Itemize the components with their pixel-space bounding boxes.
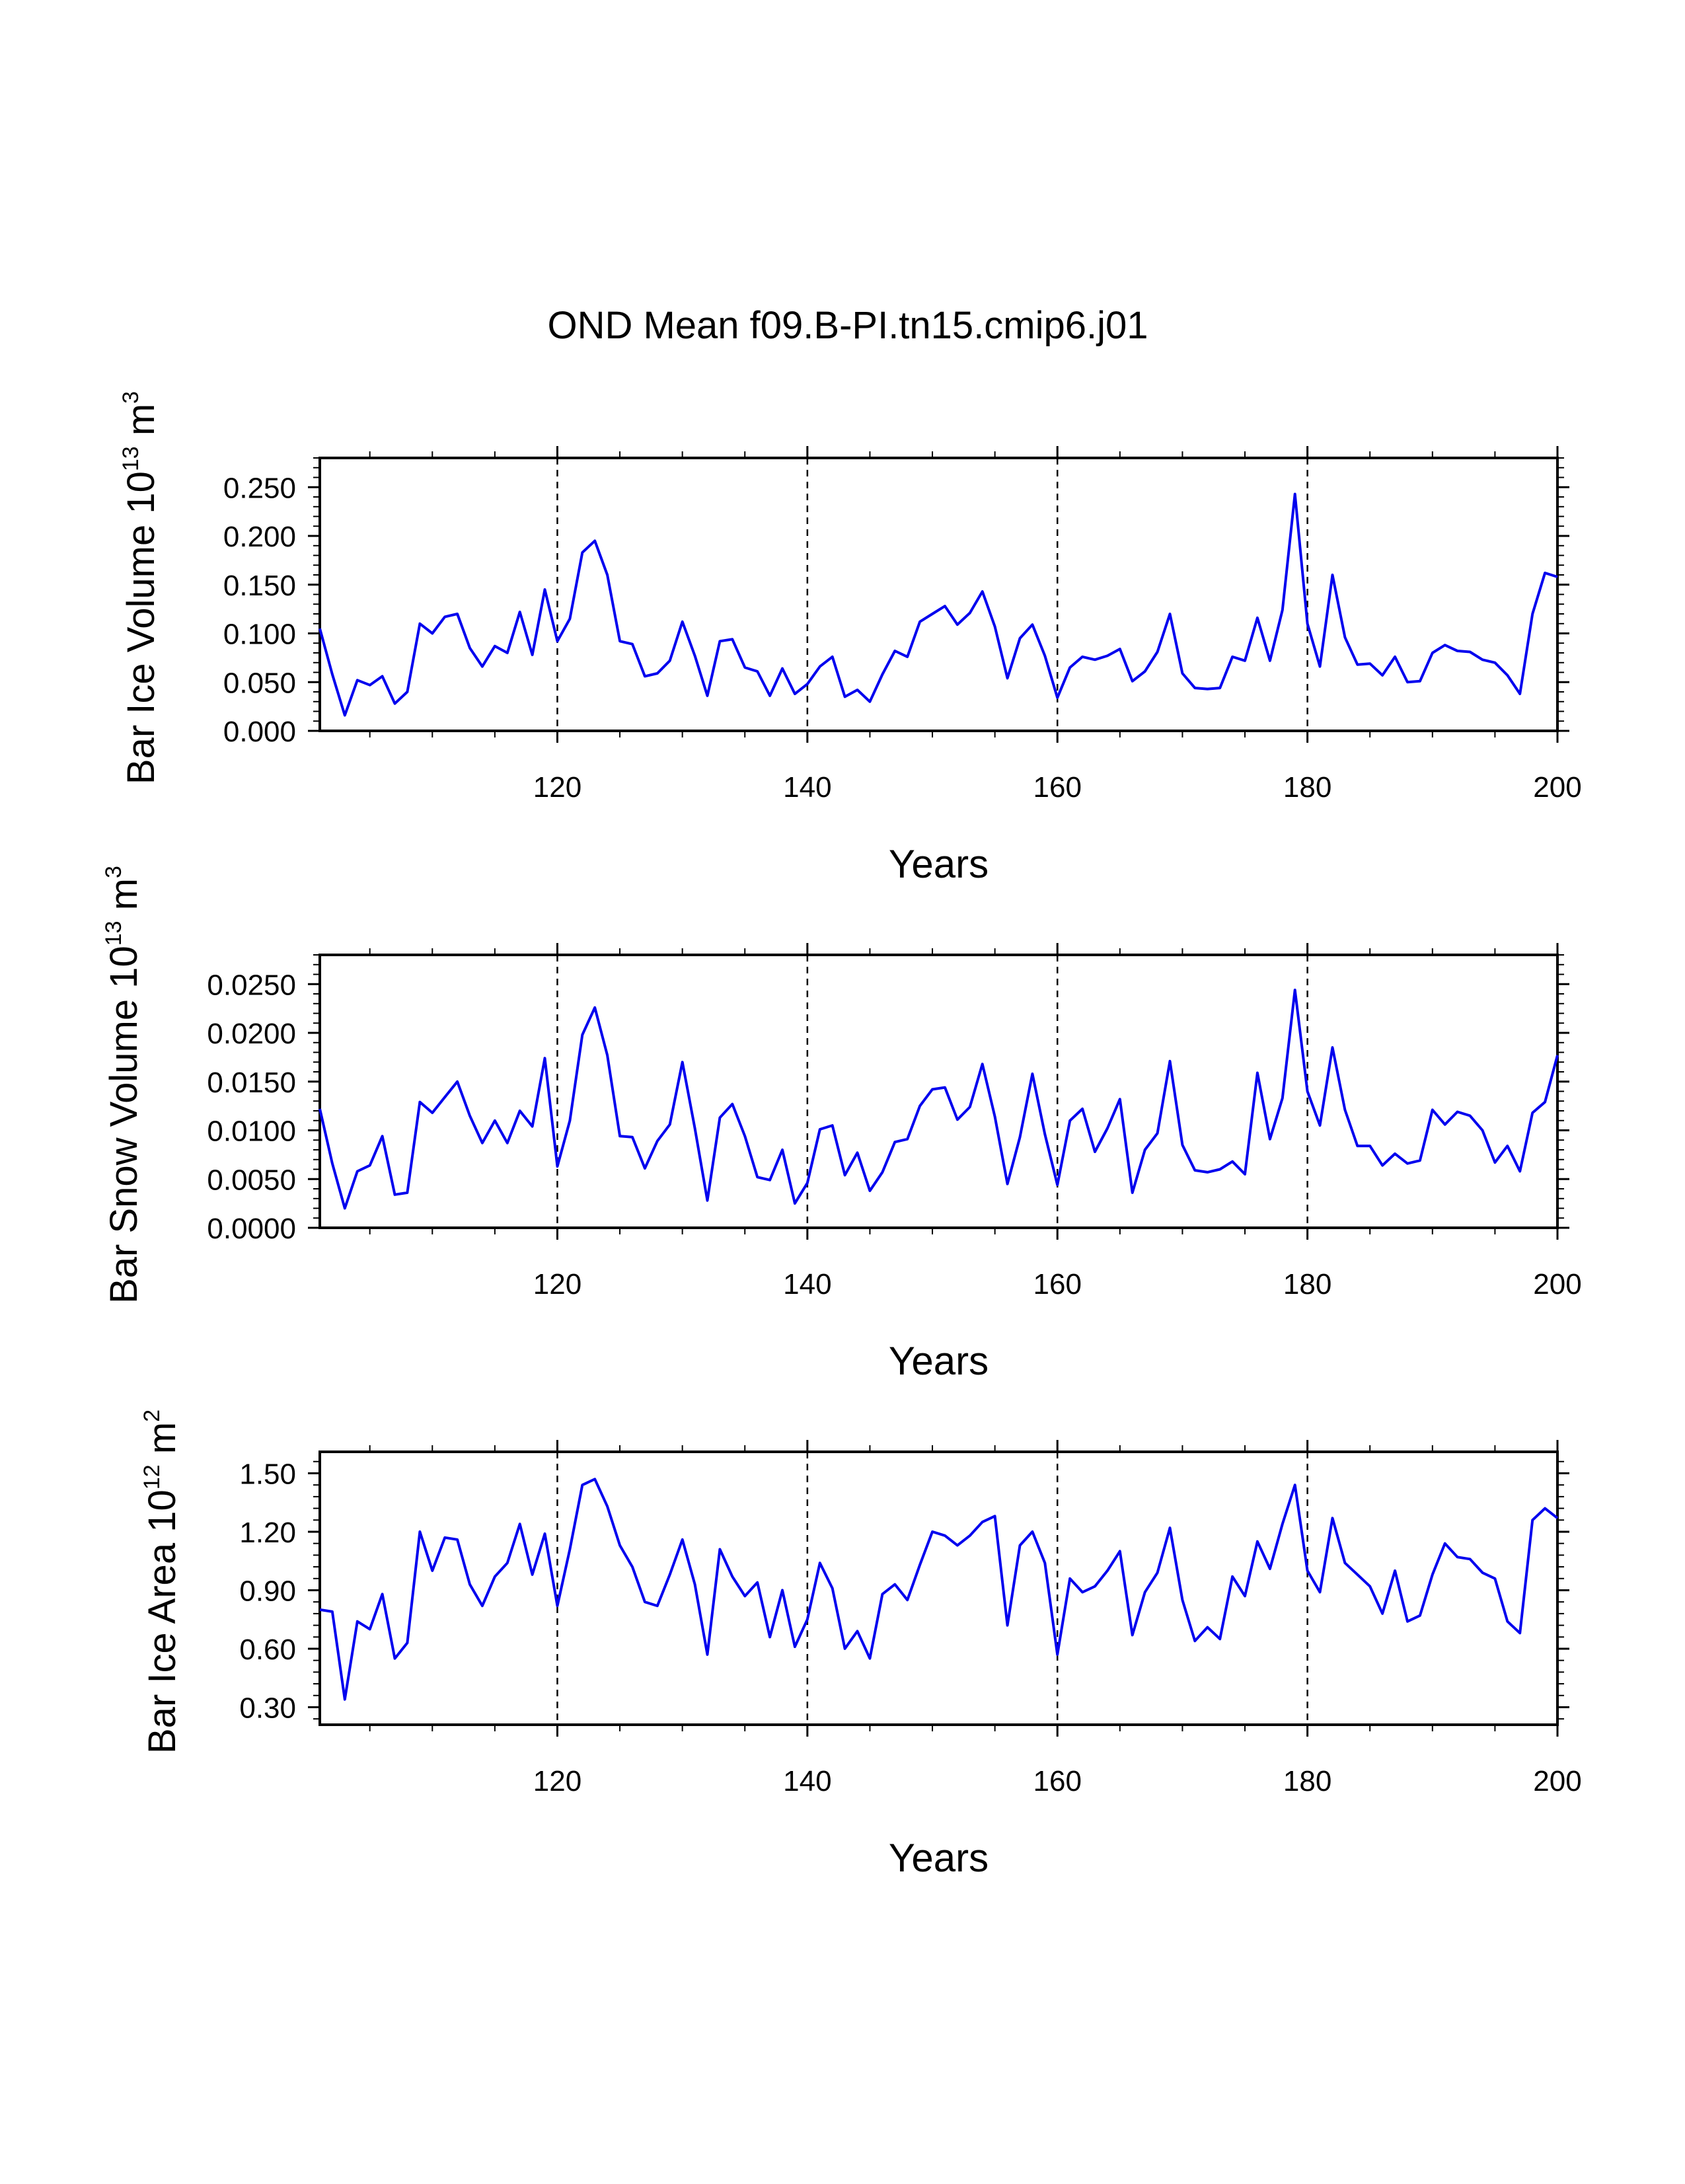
y-tick-label: 0.050 bbox=[223, 667, 296, 699]
series-line bbox=[318, 989, 1559, 1210]
y-label-exponent: 12 bbox=[139, 1464, 165, 1489]
y-tick-label: 0.200 bbox=[223, 521, 296, 553]
y-label-power: 3 bbox=[118, 391, 143, 404]
y-tick-label: 0.000 bbox=[223, 716, 296, 748]
x-axis-label: Years bbox=[889, 1339, 989, 1383]
y-label-base: Bar Ice Area 10 bbox=[141, 1489, 184, 1754]
y-tick-label: 0.150 bbox=[223, 570, 296, 602]
plot-frame bbox=[318, 457, 1559, 732]
y-tick-label: 0.0050 bbox=[207, 1164, 296, 1196]
y-label-power: 3 bbox=[101, 866, 126, 878]
y-label-power: 2 bbox=[139, 1410, 165, 1422]
y-axis-label: Bar Ice Volume 1013 m3 bbox=[118, 391, 163, 784]
x-axis-label: Years bbox=[889, 1836, 989, 1880]
y-label-exponent: 13 bbox=[118, 446, 143, 471]
panels: 120 140 160 180 200 0.000 0.050 0.100 0.150 0.200… bbox=[101, 391, 1582, 1880]
y-tick-label: 0.250 bbox=[223, 472, 296, 504]
y-axis-label: Bar Ice Area 1012 m2 bbox=[139, 1410, 184, 1754]
y-tick-label: 1.20 bbox=[239, 1517, 296, 1549]
plot-frame bbox=[318, 954, 1559, 1229]
y-axis-label: Bar Snow Volume 1013 m3 bbox=[101, 866, 145, 1304]
figure-title: OND Mean f09.B-PI.tn15.cmip6.j01 bbox=[547, 304, 1148, 347]
y-label-base: Bar Ice Volume 10 bbox=[120, 471, 163, 784]
y-tick-label: 0.30 bbox=[239, 1692, 296, 1724]
y-label-unit: m bbox=[102, 878, 145, 921]
plot-frame bbox=[318, 1450, 1559, 1726]
panel-2: 120 140 160 180 200 0.0000 0.0050 0.0100 0.0150 0… bbox=[101, 866, 1582, 1383]
x-tick-label: 180 bbox=[1283, 1268, 1331, 1300]
x-tick-label: 160 bbox=[1033, 1765, 1082, 1797]
x-tick-label: 180 bbox=[1283, 771, 1331, 804]
y-label-base: Bar Snow Volume 10 bbox=[102, 946, 145, 1304]
x-tick-label: 140 bbox=[783, 1268, 831, 1300]
x-tick-label: 200 bbox=[1533, 1268, 1581, 1300]
x-tick-label: 140 bbox=[783, 1765, 831, 1797]
panel-3: 120 140 160 180 200 0.30 0.60 0.90 1.20 1.50 Years… bbox=[139, 1410, 1582, 1880]
y-tick-label: 0.0250 bbox=[207, 969, 296, 1001]
series-line bbox=[318, 492, 1558, 717]
y-tick-label: 0.0200 bbox=[207, 1018, 296, 1050]
y-tick-label: 0.0150 bbox=[207, 1067, 296, 1099]
y-tick-label: 0.100 bbox=[223, 619, 296, 651]
x-tick-label: 160 bbox=[1033, 771, 1082, 804]
x-tick-label: 120 bbox=[533, 1765, 581, 1797]
y-label-exponent: 13 bbox=[101, 921, 126, 946]
x-axis-label: Years bbox=[889, 842, 989, 886]
x-tick-label: 200 bbox=[1533, 771, 1581, 804]
series-line bbox=[319, 1478, 1559, 1701]
x-tick-label: 120 bbox=[533, 1268, 581, 1300]
y-tick-label: 0.0100 bbox=[207, 1115, 296, 1148]
x-tick-label: 140 bbox=[783, 771, 831, 804]
x-tick-label: 180 bbox=[1283, 1765, 1331, 1797]
y-tick-label: 0.60 bbox=[239, 1634, 296, 1666]
x-tick-label: 160 bbox=[1033, 1268, 1082, 1300]
x-tick-label: 120 bbox=[533, 771, 581, 804]
panel-1: 120 140 160 180 200 0.000 0.050 0.100 0.150 0.200… bbox=[118, 391, 1582, 886]
y-label-unit: m bbox=[120, 404, 163, 446]
y-tick-label: 0.0000 bbox=[207, 1213, 296, 1245]
y-tick-label: 1.50 bbox=[239, 1458, 296, 1490]
y-label-unit: m bbox=[141, 1422, 184, 1464]
y-tick-label: 0.90 bbox=[239, 1575, 296, 1607]
x-tick-label: 200 bbox=[1533, 1765, 1581, 1797]
